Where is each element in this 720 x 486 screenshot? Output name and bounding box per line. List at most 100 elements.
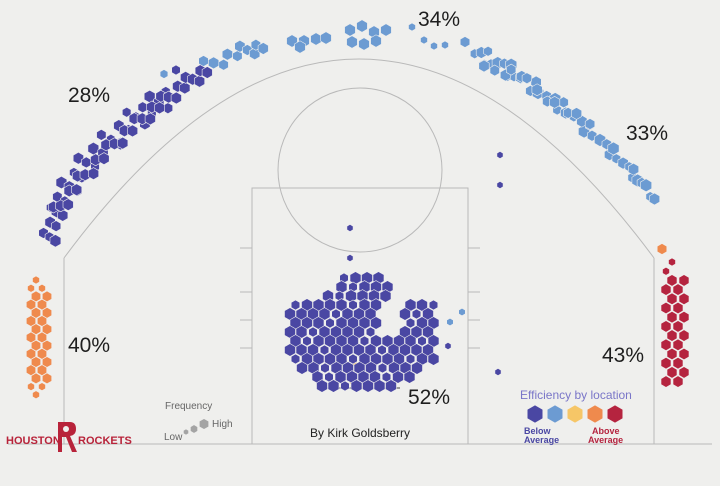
hex-left-wing — [117, 136, 129, 150]
hex-right-corner — [662, 266, 670, 276]
hex-left-wing — [96, 129, 107, 141]
hex-paint — [308, 326, 318, 338]
hex-top-key — [294, 40, 306, 54]
hex-right-wing — [506, 63, 517, 76]
hex-left-wing — [71, 183, 83, 197]
efficiency-legend-hex — [586, 404, 604, 424]
hex-left-wing — [127, 124, 138, 138]
hex-paint — [327, 379, 340, 393]
efficiency-legend-hexes — [526, 404, 624, 424]
hex-top-key — [370, 34, 382, 48]
efficiency-legend-below-2: Average — [524, 435, 559, 445]
hex-right-corner — [666, 347, 678, 361]
frequency-legend-title: Frequency — [165, 401, 212, 412]
hex-left-wing-top — [221, 47, 233, 61]
hex-right-corner — [672, 375, 684, 388]
hex-paint — [325, 317, 335, 329]
hex-right-wing — [521, 72, 532, 85]
frequency-legend-hex — [183, 428, 189, 436]
efficiency-legend-hex — [566, 404, 584, 424]
hex-left-wing — [154, 101, 165, 115]
hex-right-corner — [672, 283, 684, 296]
hex-left-wing — [87, 141, 100, 156]
hex-left-wing — [88, 167, 99, 180]
efficiency-legend-below-1: Below — [524, 426, 552, 436]
hex-top-key — [430, 41, 438, 51]
hex-paint — [302, 335, 312, 347]
efficiency-legend-hex — [606, 404, 624, 424]
hex-left-corner — [38, 283, 46, 293]
hex-right-wing — [558, 96, 569, 109]
efficiency-legend-hex — [546, 404, 564, 424]
hex-right-corner — [672, 301, 684, 315]
hex-left-corner — [31, 372, 41, 385]
hex-right-corner — [678, 366, 690, 379]
efficiency-legend-above-1: Above — [592, 426, 620, 436]
hex-right-corner — [678, 274, 690, 287]
hex-right-corner — [666, 274, 678, 287]
hex-right-corner — [672, 357, 684, 370]
hex-right-corner — [672, 338, 684, 351]
three-point-arc — [63, 58, 655, 259]
hex-right-corner — [668, 257, 676, 267]
zone-label-rim: 52% — [408, 386, 450, 409]
hex-mid-range — [346, 254, 354, 262]
hex-left-corner — [27, 283, 35, 293]
frequency-legend-hex — [199, 418, 209, 430]
hex-left-wing — [49, 234, 62, 248]
hex-left-corner — [27, 382, 35, 391]
hex-top-key — [310, 32, 322, 46]
hex-left-wing — [171, 64, 181, 76]
hex-paint — [362, 379, 374, 393]
hex-paint — [284, 343, 296, 357]
efficiency-legend-title: Efficiency by location — [520, 388, 632, 402]
hex-left-wing — [62, 198, 74, 211]
hex-paint — [319, 344, 330, 356]
zone-label-top-key: 34% — [418, 8, 460, 31]
hex-paint — [335, 280, 348, 294]
logo-text-rockets: ROCKETS — [78, 435, 132, 447]
efficiency-legend: Efficiency by location Below Average Abo… — [520, 388, 632, 445]
efficiency-legend-above-2: Average — [588, 435, 623, 445]
hex-paint — [340, 380, 350, 392]
hex-paint — [377, 344, 387, 356]
hex-left-wing — [137, 101, 148, 114]
hex-right-corner — [678, 329, 690, 342]
hex-left-wing — [179, 81, 191, 95]
hex-right-wing — [607, 141, 620, 156]
logo-r-mark — [58, 422, 77, 452]
hex-right-corner — [678, 292, 690, 305]
hex-mid-range — [346, 224, 354, 232]
hex-mid-range — [496, 181, 504, 189]
hex-paint — [348, 299, 358, 311]
hex-paint — [348, 353, 358, 365]
hex-right-wing — [483, 45, 493, 57]
hex-left-wing-top — [257, 42, 269, 55]
hex-right-corner — [666, 329, 678, 342]
hex-left-wing-top — [218, 58, 229, 71]
hex-right-corner — [678, 311, 690, 324]
hex-top-key — [380, 23, 392, 37]
hex-left-wing — [194, 74, 205, 88]
efficiency-legend-hex — [526, 404, 544, 424]
hex-right-wing — [478, 59, 490, 73]
hex-mid-range — [444, 342, 452, 350]
hex-left-corner — [42, 372, 52, 385]
hex-left-wing — [51, 220, 62, 232]
zone-label-left-corner: 40% — [68, 334, 110, 357]
hex-paint — [316, 379, 328, 393]
hex-paint — [403, 370, 416, 384]
hex-right-corner — [660, 338, 672, 351]
hex-paint — [345, 289, 357, 303]
hex-right-corner — [660, 320, 672, 333]
hex-left-wing-top — [159, 69, 169, 79]
hex-paint — [428, 299, 439, 311]
hex-paint — [379, 289, 392, 303]
hex-left-wing-top — [232, 50, 243, 62]
hex-left-corner — [32, 390, 40, 400]
hex-right-corner — [666, 292, 678, 305]
hex-top-key — [358, 37, 370, 51]
hex-paint — [331, 308, 341, 320]
